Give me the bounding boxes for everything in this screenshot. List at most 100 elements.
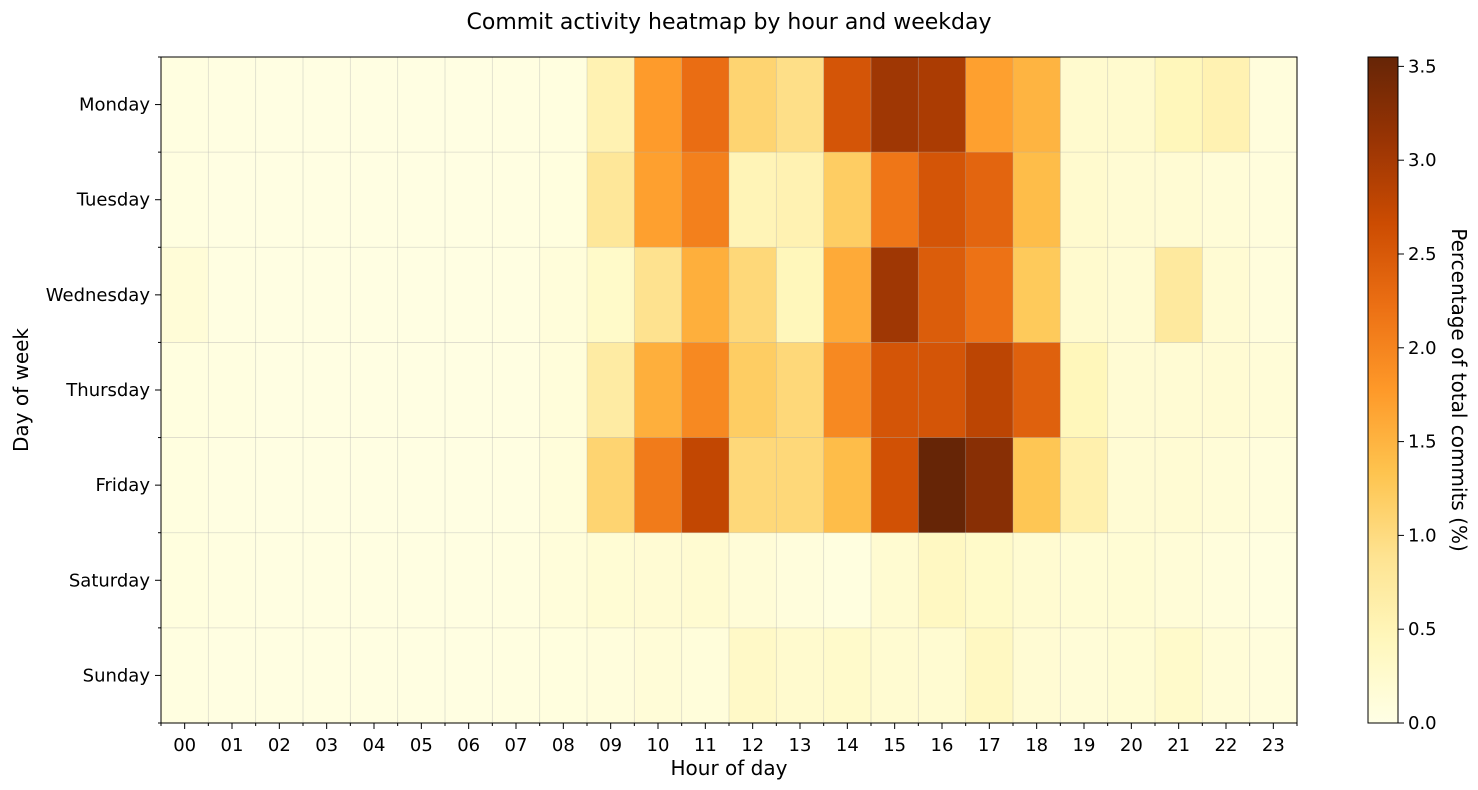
heatmap-cell: [681, 627, 730, 724]
heatmap-cell: [1107, 247, 1156, 344]
x-tick-label: 22: [1215, 735, 1238, 756]
heatmap-cell: [539, 57, 588, 153]
heatmap-cell: [729, 57, 777, 153]
heatmap-cell: [729, 627, 777, 724]
heatmap-cell: [1060, 342, 1109, 439]
heatmap-cell: [918, 627, 967, 724]
heatmap-cell: [871, 342, 919, 439]
heatmap-cell: [871, 627, 919, 724]
heatmap-cell: [823, 57, 872, 153]
heatmap-cell: [681, 437, 730, 534]
heatmap-cell: [776, 57, 825, 153]
x-axis-ticks: 00 01 02 03 04 05 06 07 08 09 10 11 12 13 14 15 16 17 18 19…: [160, 723, 1298, 756]
heatmap-cell: [587, 342, 635, 439]
heatmap-cell: [634, 247, 683, 344]
x-tick-label: 18: [1025, 735, 1048, 756]
heatmap-cell: [1060, 437, 1109, 534]
heatmap-cell: [445, 627, 493, 724]
heatmap-cell: [208, 57, 257, 153]
heatmap-cell: [729, 342, 777, 439]
heatmap-cell: [539, 247, 588, 344]
heatmap-cell: [1249, 437, 1298, 534]
heatmap-cell: [208, 342, 257, 439]
heatmap-cell: [1155, 437, 1203, 534]
heatmap-cell: [587, 437, 635, 534]
heatmap-cell: [965, 247, 1014, 344]
heatmap-cell: [1202, 247, 1251, 344]
x-tick-label: 15: [883, 735, 906, 756]
heatmap-cell: [539, 532, 588, 629]
heatmap-cell: [587, 152, 635, 248]
heatmap-cell: [208, 627, 257, 724]
heatmap-cell: [445, 437, 493, 534]
y-axis-label: Day of week: [9, 328, 33, 452]
heatmap-cell: [445, 152, 493, 248]
heatmap-cell: [445, 532, 493, 629]
x-tick-label: 05: [410, 735, 433, 756]
heatmap-cell: [492, 532, 541, 629]
heatmap-cell: [255, 532, 304, 629]
heatmap-cell: [587, 532, 635, 629]
heatmap-cell: [255, 247, 304, 344]
y-tick-label: Thursday: [65, 380, 150, 401]
heatmap-cell: [1060, 247, 1109, 344]
heatmap-cell: [1202, 342, 1251, 439]
heatmap-cell: [1107, 152, 1156, 248]
x-tick-label: 12: [741, 735, 764, 756]
heatmap-cell: [397, 437, 446, 534]
heatmap-cell: [445, 57, 493, 153]
heatmap-cell: [729, 437, 777, 534]
colorbar-tick-label: 0.0: [1408, 713, 1437, 734]
x-tick-label: 09: [599, 735, 622, 756]
heatmap-cell: [1249, 627, 1298, 724]
heatmap-cell: [634, 437, 683, 534]
x-tick-label: 02: [268, 735, 291, 756]
heatmap-cell: [918, 342, 967, 439]
heatmap-cell: [303, 342, 351, 439]
heatmap-cell: [492, 57, 541, 153]
heatmap-cell: [1060, 152, 1109, 248]
heatmap-cell: [303, 437, 351, 534]
heatmap-cell: [1013, 437, 1061, 534]
heatmap-cell: [587, 57, 635, 153]
heatmap-cell: [681, 247, 730, 344]
heatmap-cell: [776, 437, 825, 534]
heatmap-cell: [255, 152, 304, 248]
heatmap-cell: [776, 342, 825, 439]
heatmap-cell: [350, 342, 399, 439]
heatmap-cell: [1249, 247, 1298, 344]
x-tick-label: 10: [647, 735, 670, 756]
heatmap-cell: [350, 437, 399, 534]
heatmap-cell: [539, 152, 588, 248]
heatmap-cell: [918, 57, 967, 153]
heatmap-cell: [161, 57, 209, 153]
heatmap-cell: [965, 342, 1014, 439]
heatmap-cell: [1107, 57, 1156, 153]
heatmap-cell: [1202, 532, 1251, 629]
heatmap-cell: [871, 532, 919, 629]
heatmap-cell: [918, 532, 967, 629]
x-tick-label: 17: [978, 735, 1001, 756]
heatmap-cell: [871, 247, 919, 344]
heatmap-cell: [445, 342, 493, 439]
heatmap-cell: [1107, 437, 1156, 534]
x-tick-label: 01: [221, 735, 244, 756]
heatmap-cell: [729, 532, 777, 629]
heatmap-cell: [303, 627, 351, 724]
heatmap-cell: [161, 627, 209, 724]
heatmap-cell: [208, 532, 257, 629]
x-tick-label: 23: [1262, 735, 1285, 756]
heatmap-cell: [918, 152, 967, 248]
y-tick-label: Sunday: [83, 665, 151, 686]
heatmap-cell: [161, 342, 209, 439]
heatmap-cell: [634, 152, 683, 248]
heatmap-cell: [1155, 57, 1203, 153]
x-tick-label: 20: [1120, 735, 1143, 756]
heatmap-cell: [729, 247, 777, 344]
heatmap-cell: [965, 57, 1014, 153]
heatmap-cell: [397, 57, 446, 153]
chart-title: Commit activity heatmap by hour and week…: [467, 10, 992, 35]
x-tick-label: 11: [694, 735, 717, 756]
heatmap-cell: [965, 627, 1014, 724]
heatmap-cell: [634, 57, 683, 153]
